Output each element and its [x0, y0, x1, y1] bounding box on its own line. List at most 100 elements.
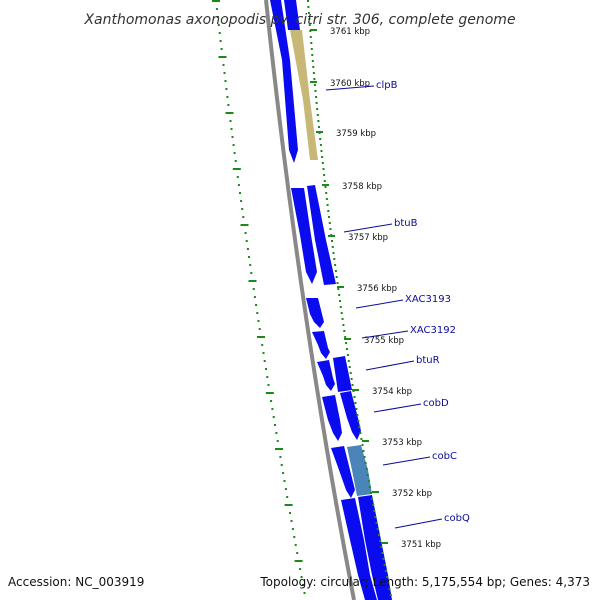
- cds-feature: [322, 395, 342, 441]
- gc-mark: [246, 248, 249, 250]
- gene-labels: clpB btuB XAC3193 XAC3192 btuR cobD cobC cobQ: [325, 80, 470, 529]
- axis-dot: [344, 336, 347, 338]
- axis-dot: [321, 156, 324, 158]
- gc-mark: [215, 8, 218, 10]
- cds-feature: [317, 360, 335, 391]
- axis-dot: [351, 384, 354, 386]
- tick-label: 3756 kbp: [357, 284, 397, 294]
- gc-mark: [276, 440, 279, 442]
- gc-mark: [242, 216, 245, 218]
- gc-mark: [293, 536, 296, 538]
- axis-dot: [334, 264, 337, 266]
- axis-dot: [355, 408, 358, 410]
- tick-label: 3758 kbp: [342, 182, 382, 192]
- gc-mark: [240, 200, 243, 202]
- gc-mark: [255, 304, 258, 306]
- cds-feature: [284, 0, 300, 30]
- axis-dot: [343, 330, 346, 332]
- axis-dot: [361, 444, 364, 446]
- gc-mark: [271, 408, 274, 410]
- gc-mark: [257, 336, 265, 338]
- axis-dot: [384, 570, 387, 572]
- axis-dot: [307, 0, 309, 2]
- gc-mark: [248, 280, 257, 282]
- gc-mark: [250, 272, 253, 274]
- axis-dot: [374, 516, 377, 518]
- gene-leader-line: [343, 223, 393, 233]
- gc-mark: [236, 176, 239, 178]
- gc-mark: [303, 592, 306, 594]
- gene-leader-line: [365, 360, 415, 371]
- axis-dot: [339, 306, 342, 308]
- axis-dot: [362, 450, 365, 452]
- gc-mark: [274, 424, 276, 426]
- axis-dot: [309, 36, 312, 38]
- accession-text: Accession: NC_003919: [8, 575, 144, 589]
- gc-mark: [296, 552, 299, 554]
- tick-label: 3759 kbp: [336, 129, 376, 139]
- axis-dot: [341, 318, 344, 320]
- axis-dot: [386, 576, 389, 578]
- gene-label: clpB: [376, 80, 398, 91]
- axis-dot: [383, 564, 386, 566]
- gc-mark: [290, 520, 293, 522]
- tick-label: 3761 kbp: [330, 27, 370, 37]
- tick-label: 3753 kbp: [382, 438, 422, 448]
- axis-dot: [327, 210, 330, 212]
- gc-mark: [299, 568, 302, 570]
- scale-labels: 3761 kbp 3760 kbp 3759 kbp 3758 kbp 3757 kbp…: [310, 27, 441, 550]
- cds-feature: [312, 331, 330, 359]
- gene-label: cobC: [432, 451, 457, 462]
- gc-mark: [218, 32, 221, 34]
- axis-dot: [365, 468, 368, 470]
- tick-dash: [372, 491, 379, 493]
- gene-leader-line: [355, 299, 404, 309]
- tick-label: 3752 kbp: [392, 489, 432, 499]
- gc-mark: [232, 144, 235, 146]
- gene-leader-line: [325, 85, 375, 91]
- tick-dash: [352, 389, 359, 391]
- axis-dot: [337, 288, 340, 290]
- gc-mark: [280, 464, 283, 466]
- axis-dot: [313, 84, 316, 86]
- axis-dot: [372, 504, 375, 506]
- gene-leader-line: [373, 403, 422, 413]
- axis-dot: [342, 324, 345, 326]
- axis-dot: [321, 162, 324, 164]
- axis-dot: [319, 144, 322, 146]
- axis-dot: [320, 150, 323, 152]
- tick-label: 3757 kbp: [348, 233, 388, 243]
- axis-dot: [381, 552, 384, 554]
- axis-dot: [331, 240, 333, 242]
- gc-mark: [231, 136, 234, 138]
- gc-mark: [239, 192, 241, 194]
- gene-label: cobD: [423, 398, 449, 409]
- gc-mark: [300, 576, 303, 578]
- tick-dash: [362, 440, 369, 442]
- axis-dot: [312, 66, 315, 68]
- gc-mark: [265, 392, 274, 394]
- axis-dot: [353, 396, 356, 398]
- gc-mark: [256, 312, 259, 314]
- gc-content-track: [212, 0, 306, 594]
- cds-feature: [340, 391, 361, 440]
- gc-mark: [275, 448, 283, 450]
- gc-mark: [294, 560, 303, 562]
- gc-mark: [229, 120, 232, 122]
- gc-mark: [220, 48, 223, 50]
- axis-dot: [323, 180, 326, 182]
- map-title: Xanthomonas axonopodis pv. citri str. 30…: [83, 12, 515, 28]
- axis-dot: [323, 174, 326, 176]
- gc-mark: [289, 512, 291, 514]
- gc-mark: [222, 64, 225, 66]
- tick-dash: [310, 81, 317, 83]
- gc-mark: [244, 232, 247, 234]
- genome-backbone: [264, 0, 356, 600]
- axis-dot: [356, 414, 359, 416]
- gc-mark: [249, 264, 252, 266]
- axis-dot: [346, 354, 349, 356]
- axis-dot: [333, 258, 336, 260]
- tick-label: 3760 kbp: [330, 79, 370, 89]
- axis-dot: [354, 402, 357, 404]
- axis-dot: [311, 54, 314, 56]
